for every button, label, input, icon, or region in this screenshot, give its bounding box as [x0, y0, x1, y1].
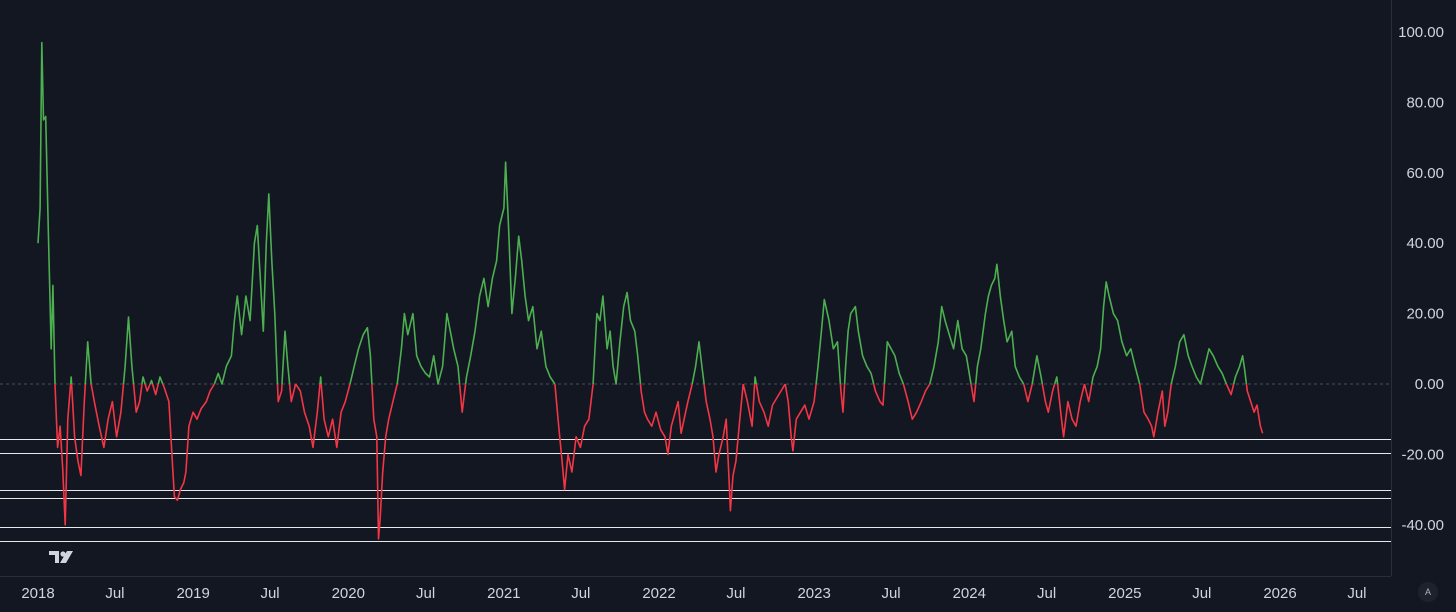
series-negative-segment-19[interactable]: [294, 383, 321, 449]
series-negative-segment-49[interactable]: [1041, 383, 1056, 414]
tradingview-logo-icon[interactable]: [48, 549, 76, 565]
series-positive-segment-8[interactable]: [141, 376, 146, 385]
x-tick-label: 2022: [642, 585, 675, 602]
series-positive-segment-14[interactable]: [213, 193, 279, 385]
x-tick-label: 2018: [21, 585, 54, 602]
series-positive-segment-4[interactable]: [84, 340, 92, 385]
series-negative-segment-59[interactable]: [1245, 383, 1264, 434]
x-tick-label: Jul: [105, 585, 124, 602]
series-positive-segment-28[interactable]: [592, 291, 642, 385]
series-negative-segment-41[interactable]: [872, 383, 886, 406]
plot-area[interactable]: [0, 41, 1391, 542]
time-scale[interactable]: 2018 Jul 2019 Jul 2020 Jul 2021 Jul 2022 Jul 2023 J…: [21, 585, 1366, 602]
series-negative-segment-51[interactable]: [1056, 383, 1086, 438]
y-tick-label: 80.00: [1406, 94, 1444, 111]
series-negative-segment-47[interactable]: [1022, 383, 1033, 403]
y-tick-label: 40.00: [1406, 235, 1444, 252]
x-tick-label: Jul: [260, 585, 279, 602]
series-positive-segment-38[interactable]: [815, 298, 842, 385]
series-positive-segment-10[interactable]: [149, 379, 154, 385]
series-negative-segment-37[interactable]: [784, 383, 817, 452]
series-negative-segment-15[interactable]: [276, 383, 283, 403]
series-negative-segment-35[interactable]: [755, 383, 786, 428]
x-tick-label: 2025: [1108, 585, 1141, 602]
series-positive-segment-0[interactable]: [37, 41, 56, 385]
series-negative-segment-55[interactable]: [1138, 383, 1172, 438]
series-positive-segment-42[interactable]: [883, 340, 905, 385]
x-tick-label: 2021: [487, 585, 520, 602]
series-positive-segment-12[interactable]: [157, 376, 164, 385]
series-negative-segment-45[interactable]: [970, 383, 977, 403]
y-tick-label: 100.00: [1398, 24, 1444, 41]
series-negative-segment-17[interactable]: [288, 383, 297, 403]
series-positive-segment-50[interactable]: [1053, 376, 1059, 385]
series-positive-segment-44[interactable]: [929, 305, 972, 385]
y-tick-label: 0.00: [1415, 376, 1444, 393]
series-positive-segment-40[interactable]: [843, 305, 875, 385]
x-tick-label: Jul: [1192, 585, 1211, 602]
series-positive-segment-58[interactable]: [1232, 354, 1248, 385]
series-negative-segment-7[interactable]: [132, 383, 143, 414]
series-positive-segment-24[interactable]: [396, 312, 461, 385]
series-negative-segment-31[interactable]: [703, 383, 744, 512]
x-tick-label: Jul: [1347, 585, 1366, 602]
series-negative-segment-5[interactable]: [90, 383, 125, 449]
series-negative-segment-9[interactable]: [144, 383, 151, 392]
series-negative-segment-53[interactable]: [1083, 383, 1093, 403]
y-tick-label: -20.00: [1401, 446, 1444, 463]
series-positive-segment-46[interactable]: [974, 263, 1025, 385]
series-negative-segment-43[interactable]: [902, 383, 931, 421]
x-tick-label: 2023: [797, 585, 830, 602]
series-negative-segment-13[interactable]: [162, 383, 216, 502]
series-negative-segment-1[interactable]: [54, 383, 72, 526]
series-positive-segment-54[interactable]: [1091, 281, 1141, 385]
series-positive-segment-2[interactable]: [69, 376, 73, 385]
y-tick-label: 20.00: [1406, 306, 1444, 323]
series-positive-segment-26[interactable]: [464, 161, 556, 385]
series-negative-segment-29[interactable]: [639, 383, 693, 456]
y-tick-label: 60.00: [1406, 165, 1444, 182]
x-tick-label: 2020: [332, 585, 365, 602]
series-negative-segment-23[interactable]: [371, 383, 398, 540]
series-negative-segment-57[interactable]: [1225, 383, 1235, 396]
x-tick-label: Jul: [726, 585, 745, 602]
series-positive-segment-34[interactable]: [753, 376, 758, 385]
series-positive-segment-48[interactable]: [1031, 354, 1044, 385]
series-positive-segment-56[interactable]: [1170, 333, 1228, 385]
x-tick-label: 2019: [176, 585, 209, 602]
x-tick-label: Jul: [1037, 585, 1056, 602]
x-tick-label: 2026: [1263, 585, 1296, 602]
series-negative-segment-11[interactable]: [151, 383, 160, 396]
series-negative-segment-39[interactable]: [839, 383, 846, 414]
price-scale[interactable]: 100.00 80.00 60.00 40.00 20.00 0.00 -20.00 -40.…: [1398, 24, 1444, 534]
y-tick-label: -40.00: [1401, 517, 1444, 534]
series-positive-segment-20[interactable]: [319, 376, 322, 385]
series-negative-segment-33[interactable]: [742, 383, 756, 428]
x-tick-label: 2024: [953, 585, 986, 602]
series-positive-segment-30[interactable]: [691, 340, 705, 385]
series-negative-segment-3[interactable]: [70, 383, 87, 477]
series-positive-segment-22[interactable]: [349, 326, 373, 385]
auto-scale-button[interactable]: A: [1418, 582, 1438, 602]
series-negative-segment-27[interactable]: [554, 383, 594, 491]
x-tick-label: Jul: [881, 585, 900, 602]
series-negative-segment-25[interactable]: [458, 383, 467, 414]
series-negative-segment-21[interactable]: [320, 383, 351, 449]
series-positive-segment-6[interactable]: [122, 316, 135, 385]
x-tick-label: Jul: [571, 585, 590, 602]
series-positive-segment-16[interactable]: [281, 330, 291, 385]
x-tick-label: Jul: [416, 585, 435, 602]
